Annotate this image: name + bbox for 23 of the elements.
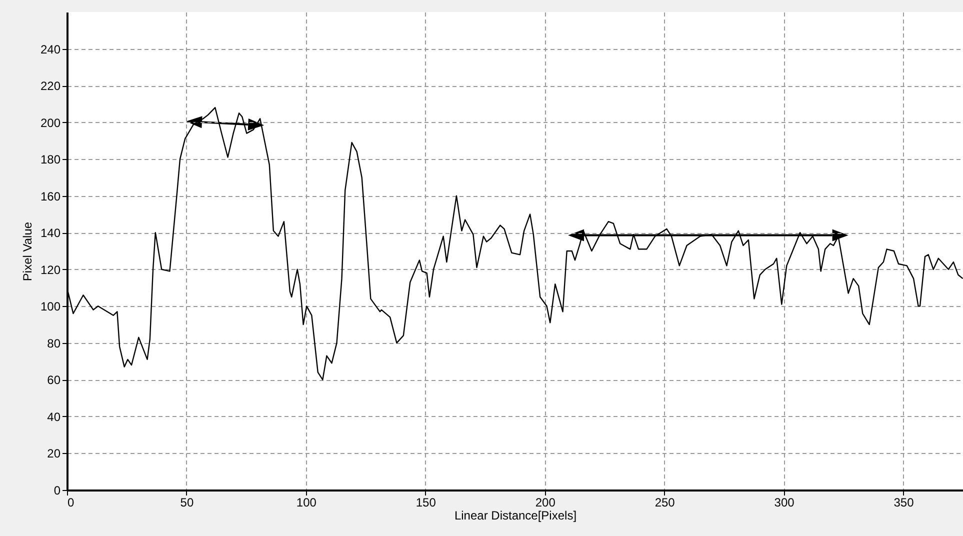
x-tick-label: 0 [68,496,74,510]
y-axis-title: Pixel Value [20,222,34,282]
y-tick-label: 100 [40,300,61,314]
y-tick-label: 140 [40,226,61,240]
y-tick-label: 240 [40,42,61,56]
y-tick-label: 60 [47,373,61,388]
x-tick-label: 150 [416,496,436,510]
x-tick-label: 300 [774,496,795,510]
y-tick-label: 180 [40,152,61,167]
y-tick-label: 20 [47,446,61,461]
x-tick-label: 50 [180,496,194,510]
y-tick-label: 0 [54,484,61,498]
y-tick-label: 40 [47,410,61,424]
y-tick-label: 200 [40,116,61,130]
x-tick-label: 200 [535,496,556,510]
y-tick-label: 120 [40,262,61,277]
x-axis-title: Linear Distance[Pixels] [454,508,577,522]
x-tick-label: 350 [894,496,914,510]
y-tick-label: 80 [47,336,61,350]
x-tick-label: 250 [654,496,676,510]
x-tick-label: 100 [296,496,317,510]
y-tick-label: 220 [40,79,61,94]
y-tick-label: 160 [40,189,61,204]
